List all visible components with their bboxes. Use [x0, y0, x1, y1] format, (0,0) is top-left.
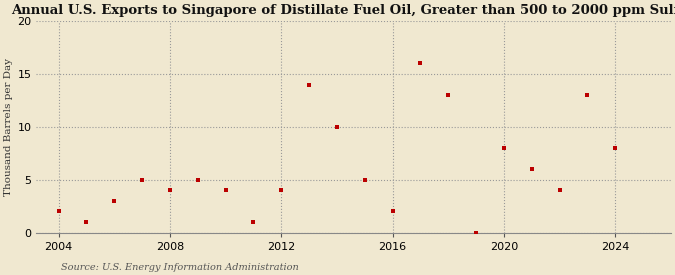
- Point: [165, 188, 176, 192]
- Point: [220, 188, 231, 192]
- Point: [470, 230, 481, 235]
- Point: [554, 188, 565, 192]
- Point: [304, 82, 315, 87]
- Point: [387, 209, 398, 214]
- Point: [415, 61, 426, 66]
- Point: [192, 177, 203, 182]
- Y-axis label: Thousand Barrels per Day: Thousand Barrels per Day: [4, 58, 14, 196]
- Point: [610, 146, 620, 150]
- Point: [248, 220, 259, 224]
- Point: [53, 209, 64, 214]
- Point: [498, 146, 509, 150]
- Point: [443, 93, 454, 97]
- Point: [276, 188, 287, 192]
- Point: [359, 177, 370, 182]
- Text: Source: U.S. Energy Information Administration: Source: U.S. Energy Information Administ…: [61, 263, 298, 272]
- Point: [81, 220, 92, 224]
- Point: [526, 167, 537, 171]
- Point: [136, 177, 147, 182]
- Point: [331, 125, 342, 129]
- Point: [582, 93, 593, 97]
- Point: [109, 199, 119, 203]
- Title: Annual U.S. Exports to Singapore of Distillate Fuel Oil, Greater than 500 to 200: Annual U.S. Exports to Singapore of Dist…: [11, 4, 675, 17]
